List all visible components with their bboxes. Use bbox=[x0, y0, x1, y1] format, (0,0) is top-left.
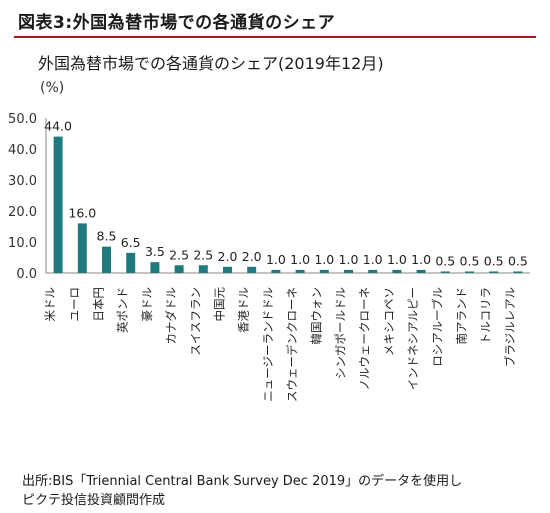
x-tick-label: スウェーデンクローネ bbox=[285, 287, 299, 402]
data-label: 8.5 bbox=[97, 229, 117, 244]
data-label: 16.0 bbox=[68, 205, 96, 220]
y-tick-label: 40.0 bbox=[8, 143, 37, 158]
bar bbox=[513, 271, 523, 273]
bar bbox=[440, 271, 450, 273]
data-label: 0.5 bbox=[460, 253, 480, 268]
data-label: 1.0 bbox=[411, 252, 431, 267]
y-tick-label: 50.0 bbox=[8, 112, 37, 127]
y-tick-label: 20.0 bbox=[8, 205, 37, 220]
data-label: 1.0 bbox=[339, 252, 359, 267]
bar bbox=[368, 269, 378, 273]
bar bbox=[198, 265, 208, 273]
x-tick-label: ブラジルレアル bbox=[503, 287, 517, 367]
x-tick-label: 中国元 bbox=[213, 287, 227, 322]
bar bbox=[392, 269, 402, 273]
chart-title: 外国為替市場での各通貨のシェア(2019年12月) bbox=[38, 54, 384, 73]
x-tick-label: 日本円 bbox=[92, 287, 106, 322]
bar bbox=[271, 269, 281, 273]
y-tick-label: 30.0 bbox=[8, 174, 37, 189]
data-label: 44.0 bbox=[44, 119, 72, 134]
bar bbox=[416, 269, 426, 273]
bar bbox=[247, 266, 257, 273]
title-rule bbox=[14, 36, 536, 38]
bar bbox=[102, 246, 111, 273]
x-tick-label: カナダドル bbox=[164, 287, 178, 345]
data-label: 1.0 bbox=[290, 252, 310, 267]
y-tick-label: 10.0 bbox=[8, 236, 37, 251]
x-tick-label: 米ドル bbox=[43, 287, 57, 322]
bar bbox=[344, 269, 353, 273]
x-tick-label: 韓国ウォン bbox=[309, 287, 323, 345]
x-tick-label: シンガポールドル bbox=[334, 287, 348, 379]
x-tick-label: トルコリラ bbox=[479, 287, 493, 344]
data-label: 2.0 bbox=[218, 249, 238, 264]
bar bbox=[295, 269, 305, 273]
data-label: 3.5 bbox=[145, 244, 165, 259]
bar bbox=[223, 266, 232, 273]
y-tick-label: 0.0 bbox=[16, 267, 37, 282]
bar bbox=[319, 269, 329, 273]
x-tick-label: インドネシアルピー bbox=[406, 287, 420, 390]
data-label: 6.5 bbox=[121, 235, 141, 250]
bar bbox=[53, 136, 63, 273]
x-tick-label: 南アランド bbox=[455, 287, 469, 345]
x-tick-label: 豪ドル bbox=[140, 287, 154, 322]
data-label: 0.5 bbox=[508, 253, 528, 268]
x-tick-label: 英ポンド bbox=[116, 287, 130, 333]
bar bbox=[489, 271, 499, 273]
x-tick-label: ノルウェークローネ bbox=[358, 287, 372, 391]
data-label: 2.0 bbox=[242, 249, 262, 264]
bar bbox=[174, 265, 184, 273]
figure-title: 図表3:外国為替市場での各通貨のシェア bbox=[18, 13, 336, 33]
x-tick-label: ロシアルーブル bbox=[430, 287, 444, 367]
data-label: 1.0 bbox=[387, 252, 407, 267]
footnote-source: 出所:BIS「Triennial Central Bank Survey Dec… bbox=[22, 474, 463, 489]
x-tick-label: ユーロ bbox=[67, 287, 81, 322]
bar bbox=[77, 223, 87, 273]
data-label: 1.0 bbox=[363, 252, 383, 267]
data-label: 2.5 bbox=[169, 247, 189, 262]
data-label: 0.5 bbox=[435, 253, 455, 268]
x-tick-label: ニュージーランドドル bbox=[261, 287, 275, 402]
bar bbox=[126, 252, 136, 273]
bar bbox=[465, 271, 474, 273]
data-label: 1.0 bbox=[266, 252, 286, 267]
x-tick-label: メキシコペソ bbox=[382, 287, 396, 356]
x-tick-label: スイスフラン bbox=[188, 287, 202, 356]
data-label: 1.0 bbox=[314, 252, 334, 267]
footnote-author: ピクテ投信投資顧問作成 bbox=[22, 493, 166, 508]
x-tick-label: 香港ドル bbox=[237, 287, 251, 333]
y-axis-unit-label: (%) bbox=[40, 80, 65, 96]
data-label: 2.5 bbox=[193, 247, 213, 262]
data-label: 0.5 bbox=[484, 253, 504, 268]
bar bbox=[150, 262, 160, 273]
